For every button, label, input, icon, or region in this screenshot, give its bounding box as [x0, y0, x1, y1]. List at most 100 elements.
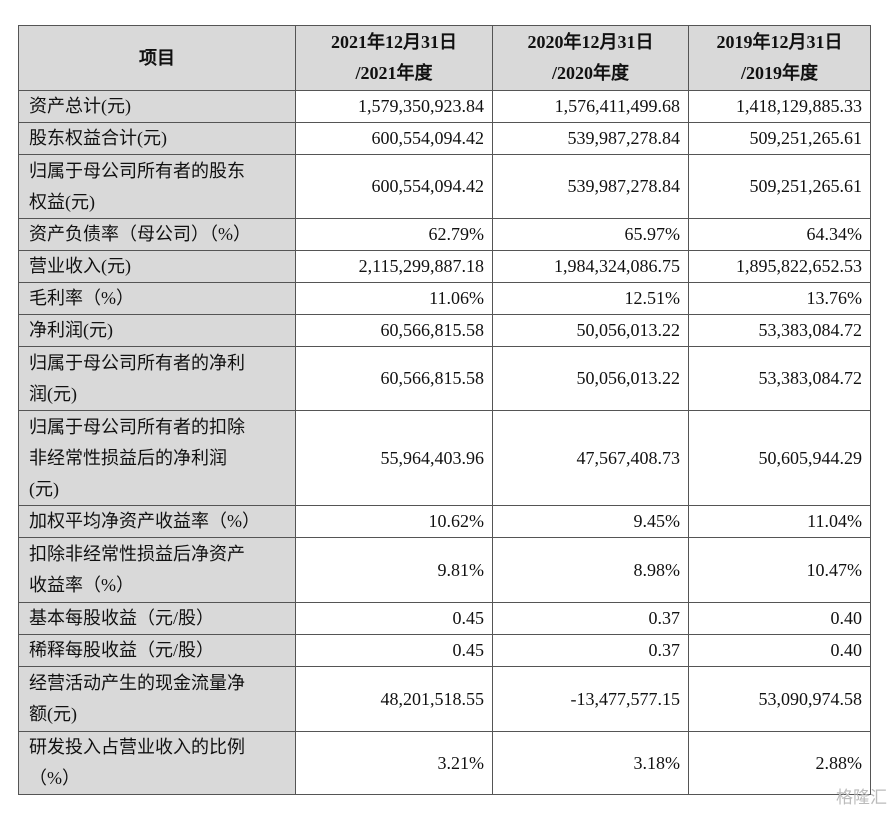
table-row: 经营活动产生的现金流量净 额(元) 48,201,518.55 -13,477,577… [18, 666, 871, 732]
table-row: 归属于母公司所有者的净利 润(元) 60,566,815.58 50,056,013.… [18, 346, 871, 411]
row-label: 归属于母公司所有者的扣除 非经常性损益后的净利润 (元) [18, 410, 296, 506]
row-label: 稀释每股收益（元/股） [18, 634, 296, 667]
value-cell: 1,895,822,652.53 [688, 250, 871, 283]
table-row: 股东权益合计(元) 600,554,094.42 539,987,278.84 509… [18, 122, 871, 155]
header-text: 2021年12月31日 [331, 32, 457, 52]
header-text: /2020年度 [551, 63, 629, 83]
label-text: (元) [29, 478, 59, 499]
value-cell: 47,567,408.73 [492, 410, 689, 506]
table-row: 研发投入占营业收入的比例 （%） 3.21% 3.18% 2.88% [18, 731, 871, 795]
label-text: 收益率（%） [29, 575, 134, 595]
label-text: 营业收入(元) [29, 256, 131, 276]
row-label: 基本每股收益（元/股） [18, 602, 296, 635]
label-text: 净利润(元) [29, 320, 113, 340]
label-text: 非经常性损益后的净利润 [29, 447, 227, 468]
value-cell: 53,383,084.72 [688, 346, 871, 411]
value-cell: 8.98% [492, 537, 689, 603]
value-cell: 11.06% [295, 282, 493, 315]
value-cell: 0.37 [492, 602, 689, 635]
value-cell: 60,566,815.58 [295, 314, 493, 347]
table-row: 归属于母公司所有者的股东 权益(元) 600,554,094.42 539,987,2… [18, 154, 871, 219]
label-text: 股东权益合计(元) [29, 128, 167, 148]
value-cell: 53,090,974.58 [688, 666, 871, 732]
value-cell: 11.04% [688, 505, 871, 538]
value-cell: 539,987,278.84 [492, 122, 689, 155]
row-label: 归属于母公司所有者的股东 权益(元) [18, 154, 296, 219]
table-row: 资产总计(元) 1,579,350,923.84 1,576,411,499.68 1… [18, 90, 871, 123]
header-text: 项目 [139, 47, 175, 68]
value-cell: 0.37 [492, 634, 689, 667]
value-cell: 1,579,350,923.84 [295, 90, 493, 123]
value-cell: 50,056,013.22 [492, 346, 689, 411]
value-cell: 9.45% [492, 505, 689, 538]
value-cell: 60,566,815.58 [295, 346, 493, 411]
value-cell: 10.62% [295, 505, 493, 538]
row-label: 加权平均净资产收益率（%） [18, 505, 296, 538]
value-cell: 539,987,278.84 [492, 154, 689, 219]
header-cell: 2020年12月31日/2020年度 [492, 25, 689, 91]
value-cell: 509,251,265.61 [688, 154, 871, 219]
value-cell: 50,056,013.22 [492, 314, 689, 347]
row-label: 扣除非经常性损益后净资产 收益率（%） [18, 537, 296, 603]
value-cell: 55,964,403.96 [295, 410, 493, 506]
value-cell: 62.79% [295, 218, 493, 251]
value-cell: 65.97% [492, 218, 689, 251]
label-text: （%） [29, 768, 80, 788]
value-cell: 1,418,129,885.33 [688, 90, 871, 123]
header-cell: 项目 [18, 25, 296, 91]
value-cell: 13.76% [688, 282, 871, 315]
value-cell: 1,984,324,086.75 [492, 250, 689, 283]
row-label: 毛利率（%） [18, 282, 296, 315]
table-row: 毛利率（%） 11.06% 12.51% 13.76% [18, 282, 871, 315]
value-cell: 0.40 [688, 634, 871, 667]
value-cell: 9.81% [295, 537, 493, 603]
header-row: 项目 2021年12月31日/2021年度 2020年12月31日/2020年度 20… [18, 25, 871, 91]
label-text: 权益(元) [29, 191, 95, 212]
header-cell: 2021年12月31日/2021年度 [295, 25, 493, 91]
value-cell: 2.88% [688, 731, 871, 795]
label-text: 资产负债率（母公司）（%） [29, 224, 251, 244]
row-label: 归属于母公司所有者的净利 润(元) [18, 346, 296, 411]
label-text: 加权平均净资产收益率（%） [29, 511, 260, 531]
table-row: 归属于母公司所有者的扣除 非经常性损益后的净利润 (元) 55,964,403.96 4… [18, 410, 871, 506]
table-row: 基本每股收益（元/股） 0.45 0.37 0.40 [18, 602, 871, 635]
value-cell: 64.34% [688, 218, 871, 251]
value-cell: 0.40 [688, 602, 871, 635]
row-label: 经营活动产生的现金流量净 额(元) [18, 666, 296, 732]
data-table: 项目 2021年12月31日/2021年度 2020年12月31日/2020年度 20… [18, 25, 871, 795]
label-text: 归属于母公司所有者的扣除 [29, 416, 245, 437]
row-label: 股东权益合计(元) [18, 122, 296, 155]
value-cell: 3.21% [295, 731, 493, 795]
value-cell: 3.18% [492, 731, 689, 795]
table-row: 稀释每股收益（元/股） 0.45 0.37 0.40 [18, 634, 871, 667]
row-label: 营业收入(元) [18, 250, 296, 283]
table-row: 营业收入(元) 2,115,299,887.18 1,984,324,086.75 1… [18, 250, 871, 283]
header-cell: 2019年12月31日/2019年度 [688, 25, 871, 91]
header-text: /2019年度 [740, 63, 818, 83]
label-text: 归属于母公司所有者的净利 [29, 352, 245, 373]
value-cell: 0.45 [295, 602, 493, 635]
value-cell: 53,383,084.72 [688, 314, 871, 347]
value-cell: 12.51% [492, 282, 689, 315]
value-cell: 2,115,299,887.18 [295, 250, 493, 283]
header-text: 2020年12月31日 [527, 32, 654, 52]
label-text: 经营活动产生的现金流量净 [29, 673, 245, 693]
value-cell: 10.47% [688, 537, 871, 603]
label-text: 归属于母公司所有者的股东 [29, 160, 245, 181]
value-cell: 48,201,518.55 [295, 666, 493, 732]
value-cell: 509,251,265.61 [688, 122, 871, 155]
watermark: 格隆汇 [836, 788, 887, 808]
label-text: 基本每股收益（元/股） [29, 608, 214, 628]
table-row: 加权平均净资产收益率（%） 10.62% 9.45% 11.04% [18, 505, 871, 538]
label-text: 额(元) [29, 704, 77, 724]
label-text: 毛利率（%） [29, 288, 134, 308]
header-text: /2021年度 [355, 63, 433, 83]
value-cell: -13,477,577.15 [492, 666, 689, 732]
row-label: 净利润(元) [18, 314, 296, 347]
row-label: 资产负债率（母公司）（%） [18, 218, 296, 251]
label-text: 润(元) [29, 383, 77, 404]
label-text: 扣除非经常性损益后净资产 [29, 544, 245, 564]
row-label: 研发投入占营业收入的比例 （%） [18, 731, 296, 795]
table-row: 净利润(元) 60,566,815.58 50,056,013.22 53,383,0… [18, 314, 871, 347]
value-cell: 600,554,094.42 [295, 154, 493, 219]
